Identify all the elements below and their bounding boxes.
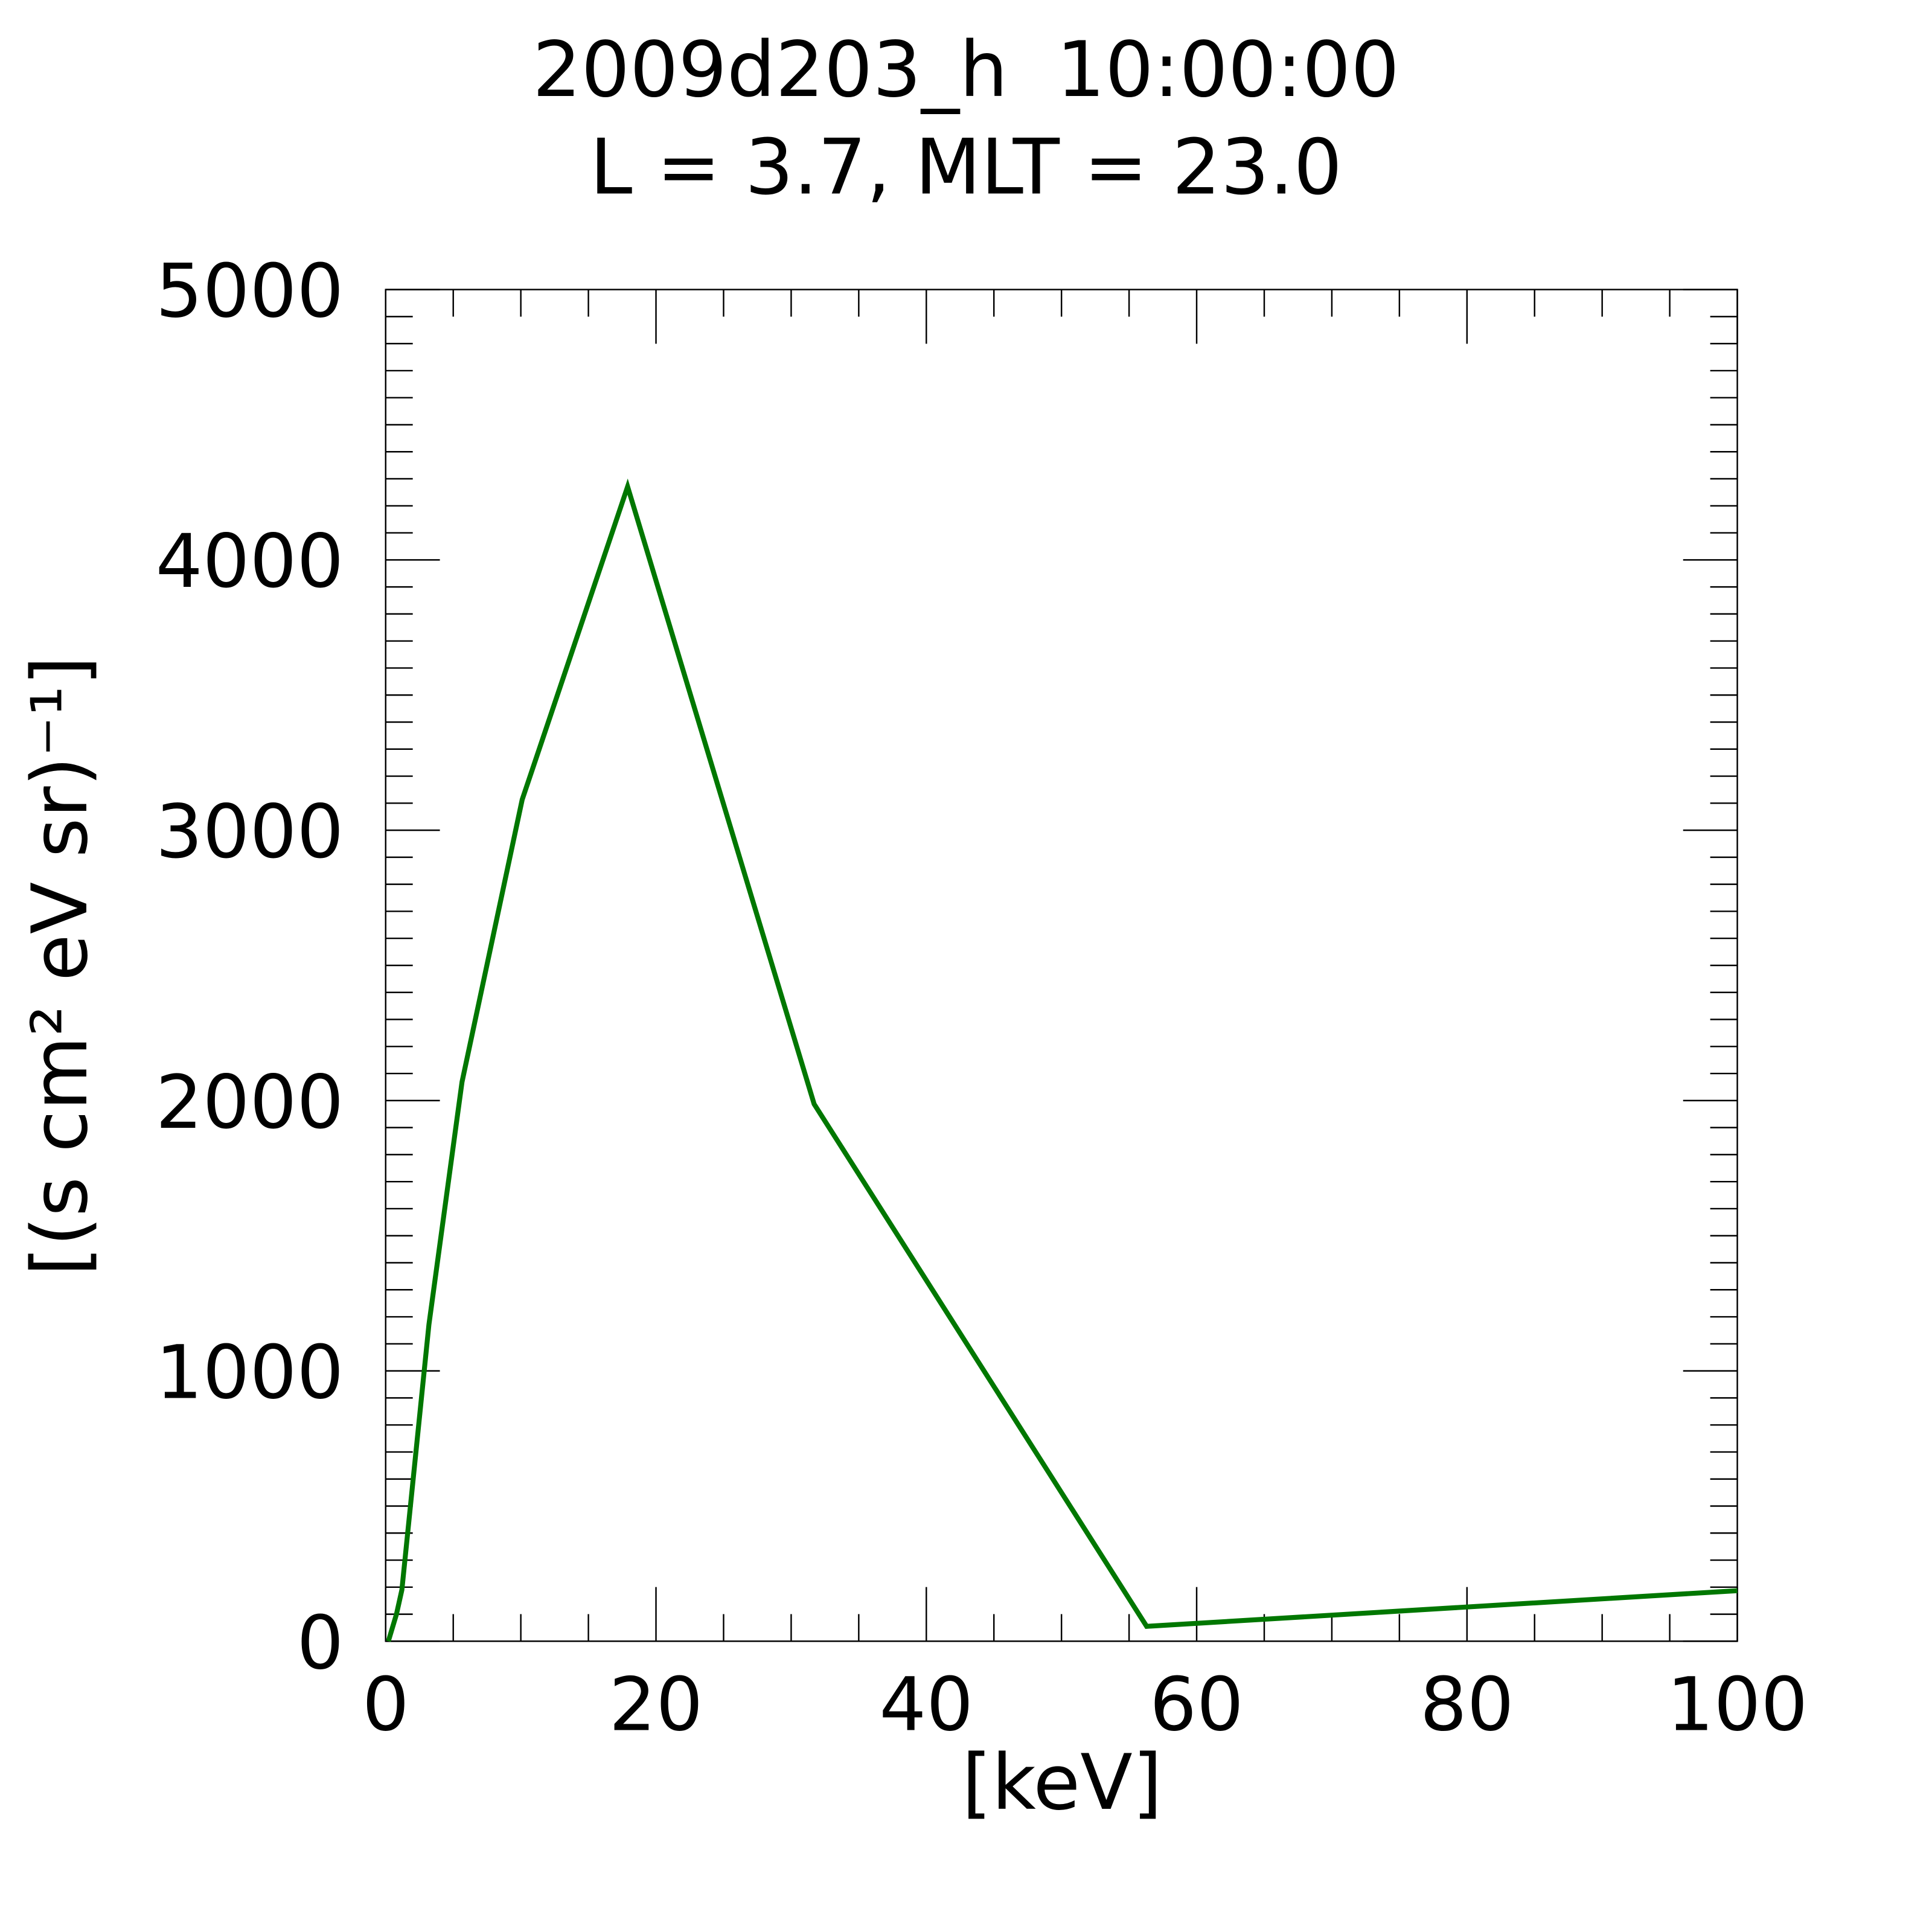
y-tick-label: 1000 bbox=[156, 1329, 344, 1416]
y-tick-label: 0 bbox=[296, 1599, 344, 1686]
x-tick-label: 0 bbox=[362, 1661, 409, 1747]
x-tick-label: 40 bbox=[879, 1661, 973, 1747]
y-tick-label: 4000 bbox=[156, 518, 344, 604]
y-tick-label: 3000 bbox=[156, 788, 344, 875]
y-tick-label: 5000 bbox=[156, 248, 344, 334]
chart-subtitle: L = 3.7, MLT = 23.0 bbox=[590, 123, 1342, 211]
x-tick-label: 100 bbox=[1667, 1661, 1808, 1747]
x-tick-label: 80 bbox=[1420, 1661, 1514, 1747]
y-tick-label: 2000 bbox=[156, 1059, 344, 1145]
chart-title: 2009d203_h 10:00:00 bbox=[533, 25, 1399, 114]
data-line bbox=[386, 478, 1738, 1642]
x-tick-label: 20 bbox=[609, 1661, 703, 1747]
x-axis-label: [keV] bbox=[962, 1738, 1162, 1827]
y-axis-label: [(s cm² eV sr)⁻¹] bbox=[16, 656, 104, 1276]
x-tick-label: 60 bbox=[1150, 1661, 1244, 1747]
